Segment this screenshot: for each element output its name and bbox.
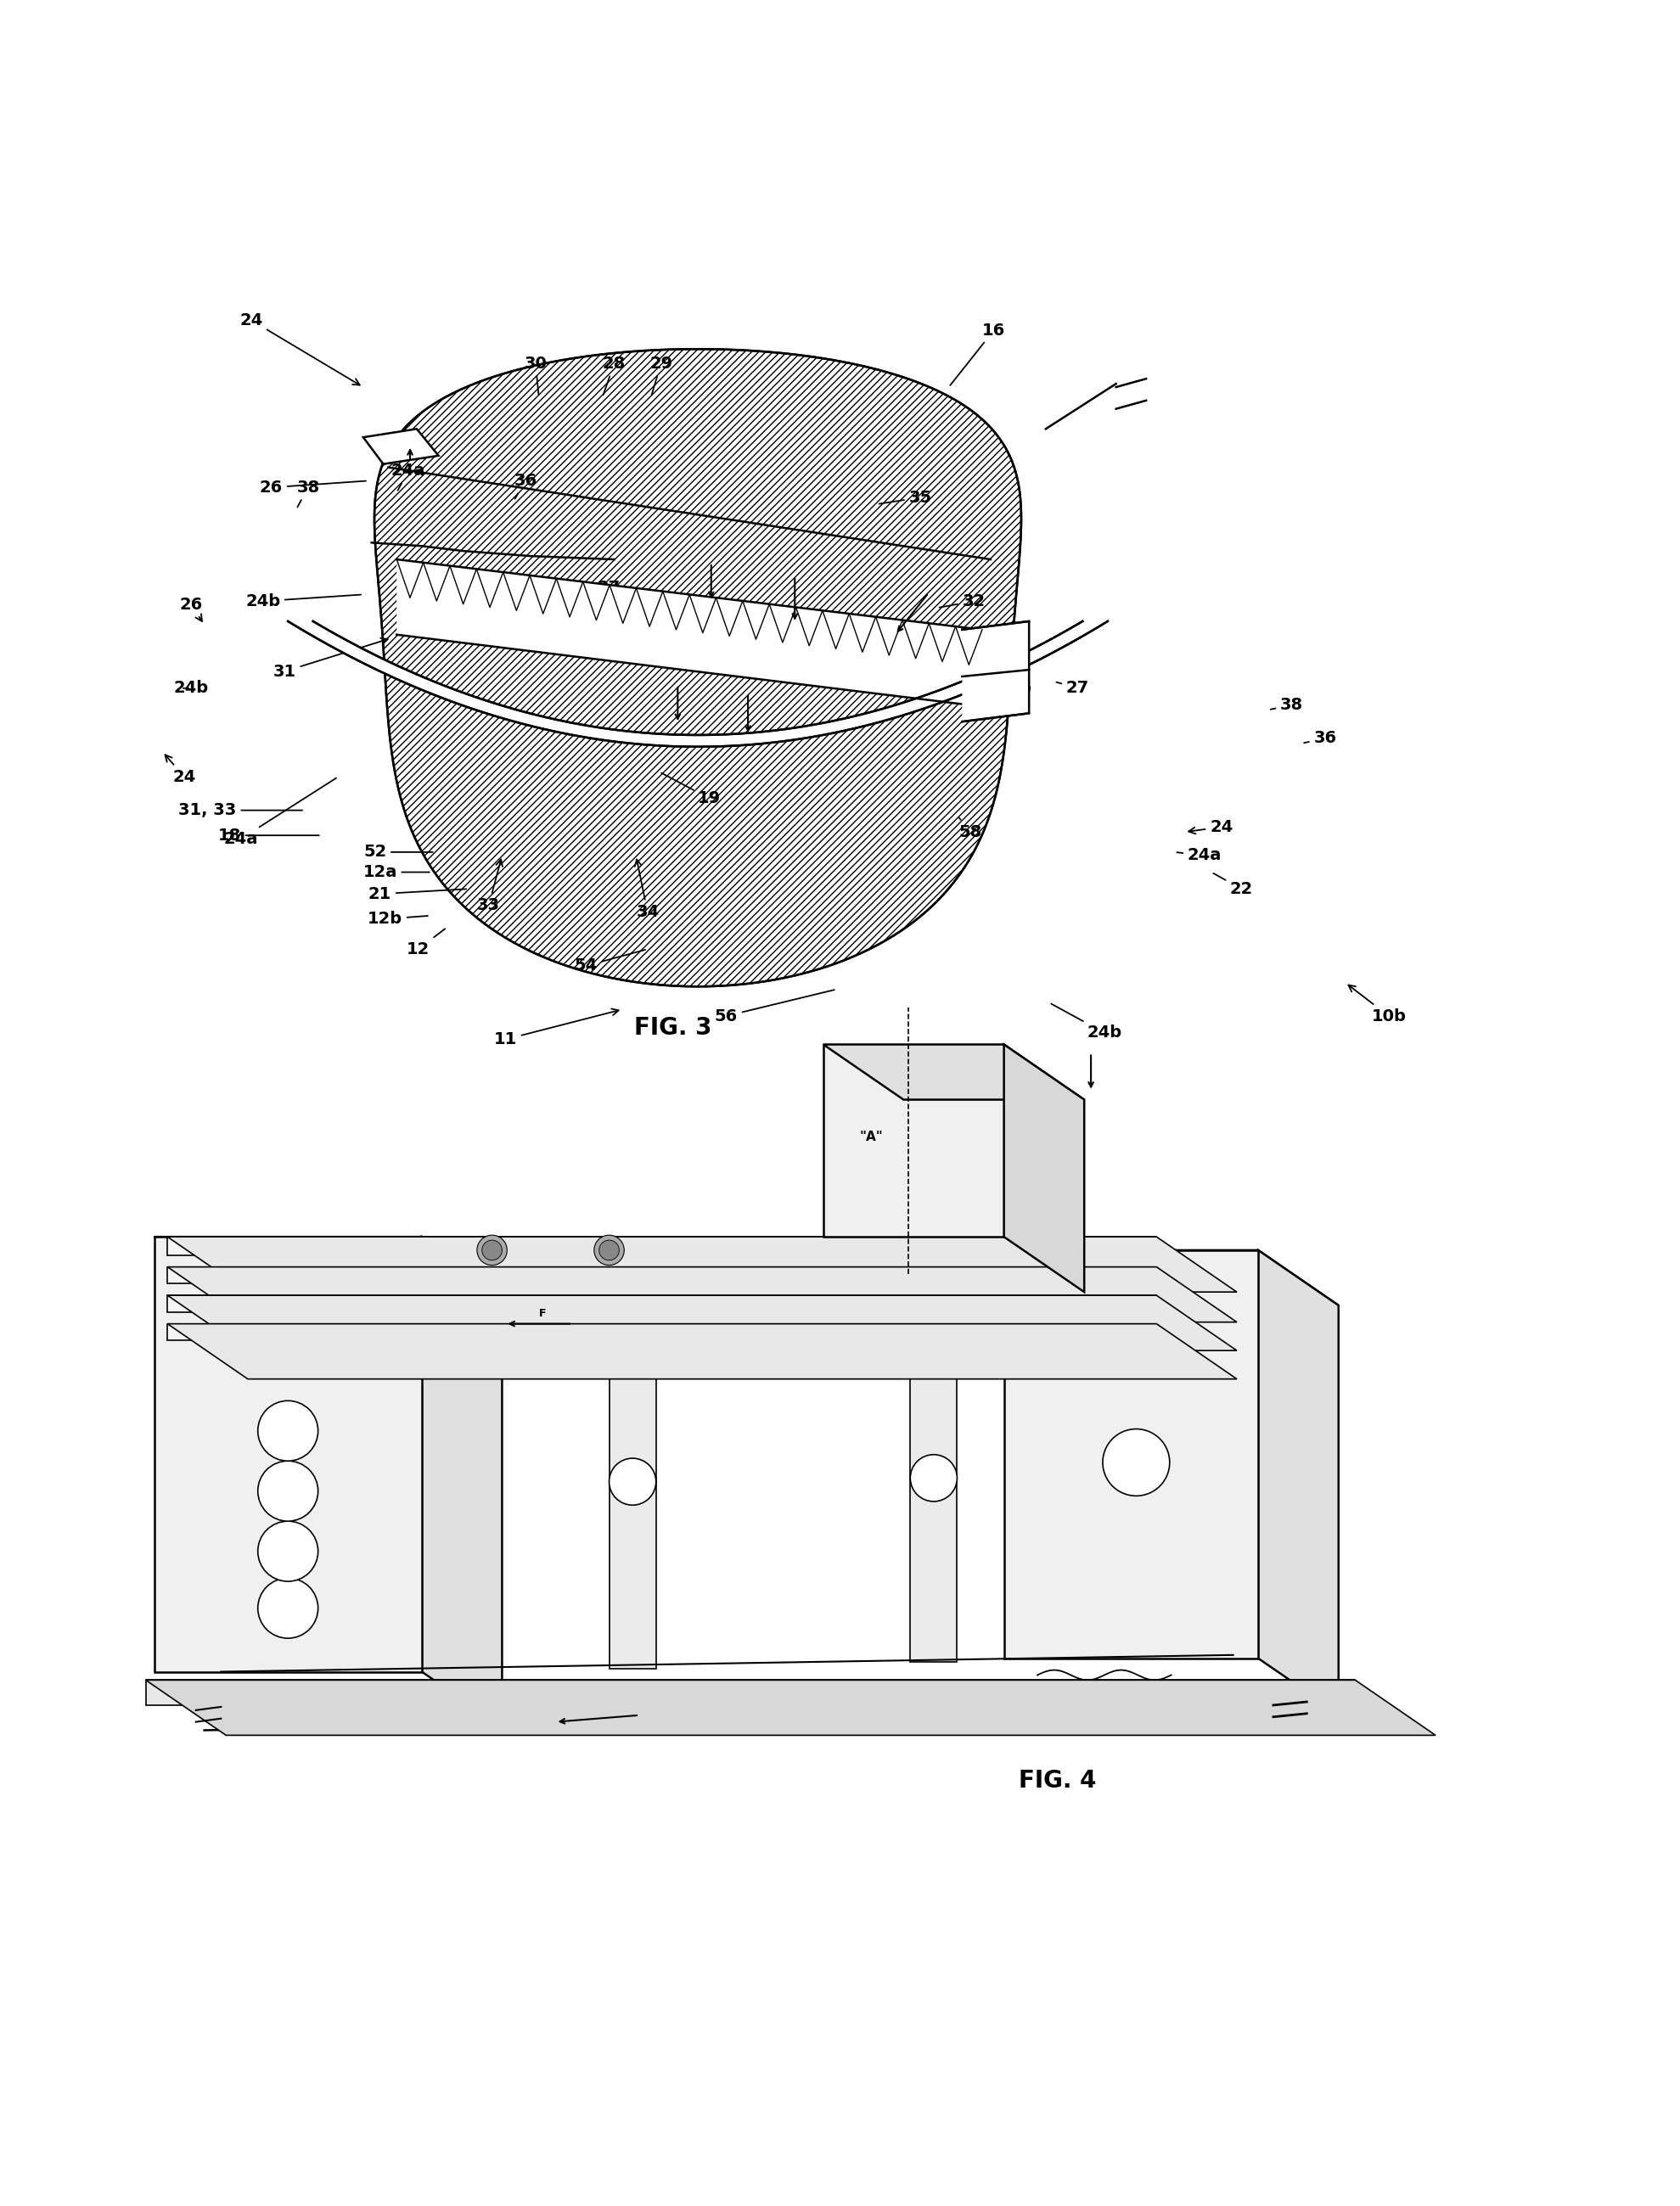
Text: 22: 22 <box>1213 874 1253 898</box>
Text: 12: 12 <box>407 929 445 957</box>
Polygon shape <box>823 1043 1005 1238</box>
Text: 38: 38 <box>296 479 319 507</box>
Text: 32: 32 <box>939 593 986 609</box>
Polygon shape <box>287 622 1107 746</box>
Text: 28: 28 <box>603 355 625 395</box>
Text: 35: 35 <box>879 490 932 505</box>
Polygon shape <box>168 1324 1236 1379</box>
Text: 36: 36 <box>514 472 538 499</box>
Polygon shape <box>823 1043 1084 1099</box>
Circle shape <box>477 1235 507 1266</box>
Text: 31: 31 <box>274 638 388 679</box>
Text: 11: 11 <box>494 1008 618 1048</box>
Polygon shape <box>1258 1251 1339 1714</box>
Polygon shape <box>146 1681 1356 1705</box>
Text: 31, 33: 31, 33 <box>178 803 302 818</box>
Circle shape <box>257 1522 318 1582</box>
Text: 24: 24 <box>240 311 360 386</box>
Text: 52: 52 <box>363 845 433 860</box>
Text: 56: 56 <box>714 990 835 1024</box>
Polygon shape <box>168 1266 1236 1321</box>
Polygon shape <box>422 1238 502 1727</box>
Text: 27: 27 <box>1057 679 1089 697</box>
Text: 24b: 24b <box>173 679 208 697</box>
Text: 36: 36 <box>1304 730 1337 746</box>
Text: 38: 38 <box>1270 697 1304 713</box>
Text: 24b: 24b <box>245 593 361 609</box>
Text: 26: 26 <box>260 479 366 496</box>
Polygon shape <box>168 1295 1236 1350</box>
Text: FIG. 4: FIG. 4 <box>1018 1769 1097 1791</box>
Text: 21: 21 <box>368 887 467 902</box>
Polygon shape <box>168 1266 1156 1284</box>
Polygon shape <box>168 1324 1156 1341</box>
Polygon shape <box>146 1681 1436 1736</box>
Text: 58: 58 <box>959 816 983 840</box>
Text: 24a: 24a <box>1178 847 1221 863</box>
Text: 16: 16 <box>951 322 1005 386</box>
Circle shape <box>911 1454 958 1502</box>
Text: 10b: 10b <box>1349 986 1406 1024</box>
Text: 18: 18 <box>218 827 319 843</box>
Polygon shape <box>911 1253 1038 1308</box>
Polygon shape <box>1005 1251 1339 1306</box>
Text: 16: 16 <box>690 596 714 620</box>
Text: 24a: 24a <box>391 463 425 490</box>
Text: 24: 24 <box>165 754 197 785</box>
Polygon shape <box>168 1238 1156 1255</box>
Circle shape <box>595 1235 625 1266</box>
Text: "A": "A" <box>860 1129 884 1143</box>
Polygon shape <box>963 622 1030 721</box>
Text: 30: 30 <box>524 355 548 395</box>
Polygon shape <box>1005 1043 1084 1293</box>
Circle shape <box>257 1577 318 1639</box>
Circle shape <box>1102 1429 1169 1496</box>
Polygon shape <box>911 1253 958 1661</box>
Text: 24b: 24b <box>1052 1004 1122 1041</box>
Polygon shape <box>168 1238 1236 1293</box>
Circle shape <box>600 1240 620 1260</box>
Polygon shape <box>155 1238 422 1672</box>
Polygon shape <box>610 1253 736 1308</box>
Text: 54: 54 <box>575 951 645 973</box>
Polygon shape <box>168 1295 1156 1313</box>
Polygon shape <box>610 1253 655 1668</box>
Text: F: F <box>539 1308 546 1319</box>
Text: 24a: 24a <box>223 779 336 847</box>
Polygon shape <box>375 349 1021 986</box>
Text: 26: 26 <box>180 596 203 622</box>
Circle shape <box>257 1401 318 1460</box>
Polygon shape <box>363 428 438 463</box>
Text: 24: 24 <box>1189 818 1233 836</box>
Circle shape <box>482 1240 502 1260</box>
Text: 34: 34 <box>635 860 659 920</box>
Text: 12a: 12a <box>363 865 430 880</box>
Text: 12b: 12b <box>368 911 428 927</box>
Text: 20: 20 <box>875 664 902 690</box>
Polygon shape <box>155 1238 502 1293</box>
Text: 27: 27 <box>598 580 620 602</box>
Text: FIG. 3: FIG. 3 <box>633 1015 712 1039</box>
Circle shape <box>610 1458 655 1504</box>
Text: 29: 29 <box>650 355 672 395</box>
Circle shape <box>257 1460 318 1522</box>
Text: 33: 33 <box>477 860 502 913</box>
Polygon shape <box>1005 1251 1258 1659</box>
Text: 26: 26 <box>956 673 1032 697</box>
Polygon shape <box>396 560 983 706</box>
Text: 19: 19 <box>662 772 721 807</box>
